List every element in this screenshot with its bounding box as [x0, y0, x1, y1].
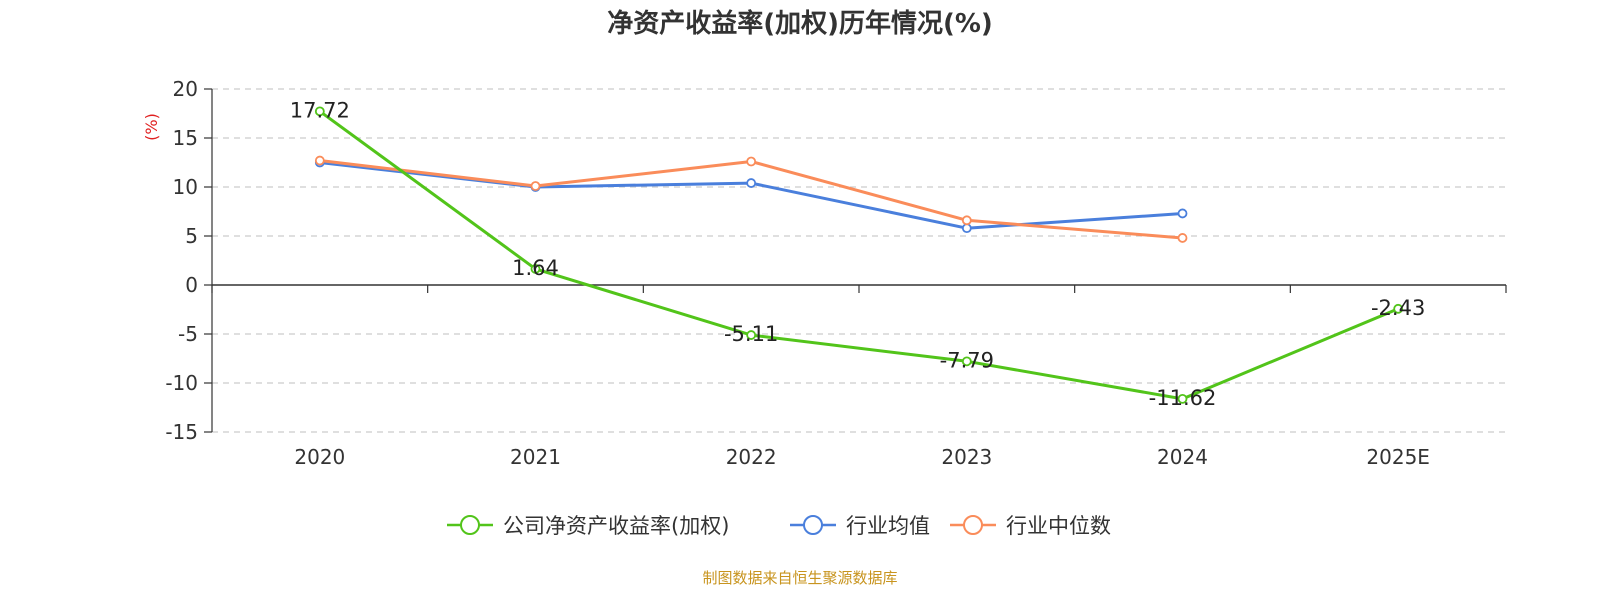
- y-tick-label: 15: [173, 126, 198, 150]
- data-point: [530, 181, 541, 191]
- series-layer: [314, 106, 1404, 404]
- data-point: [1177, 208, 1188, 219]
- data-label: -5.11: [724, 322, 778, 346]
- x-tick-label: 2022: [726, 445, 777, 469]
- y-tick-label: 20: [173, 77, 198, 101]
- legend-marker: [460, 515, 480, 535]
- legend-label: 公司净资产收益率(加权): [503, 514, 729, 538]
- x-tick-label: 2023: [941, 445, 992, 469]
- source-note: 制图数据来自恒生聚源数据库: [702, 569, 897, 587]
- y-tick-label: -10: [165, 371, 198, 395]
- data-point: [1177, 233, 1188, 243]
- x-tick-label: 2025E: [1366, 445, 1430, 469]
- x-tick-label: 2024: [1157, 445, 1208, 469]
- data-label: -7.79: [940, 348, 994, 372]
- y-tick-label: 0: [185, 273, 198, 297]
- legend-label: 行业均值: [846, 514, 930, 538]
- data-point: [746, 330, 757, 340]
- x-tick-labels: 2020 2021 2022 2023 2024 2025E: [294, 445, 1430, 469]
- data-point: [961, 223, 972, 234]
- data-point: [746, 178, 757, 188]
- legend-marker: [803, 515, 823, 535]
- legend-marker: [963, 515, 983, 535]
- data-label: 1.64: [512, 256, 559, 280]
- legend: 公司净资产收益率(加权) 行业均值 行业中位数: [447, 514, 1111, 538]
- y-tick-label: 5: [185, 224, 198, 248]
- data-label: -2.43: [1371, 296, 1425, 320]
- y-axis-label: (%): [142, 113, 161, 141]
- y-tick-label: -5: [178, 322, 198, 346]
- data-point: [1393, 303, 1404, 314]
- chart-title: 净资产收益率(加权)历年情况(%): [607, 8, 993, 39]
- axes: [204, 88, 1507, 433]
- x-tick-label: 2020: [294, 445, 345, 469]
- legend-label: 行业中位数: [1006, 514, 1111, 538]
- y-tick-label: 10: [173, 175, 198, 199]
- data-labels: 17.72 1.64 -5.11 -7.79 -11.62 -2.43: [290, 98, 1426, 410]
- data-point: [961, 356, 972, 367]
- series-line: [319, 159, 1183, 240]
- grid-lines: [212, 88, 1506, 433]
- series-line: [318, 110, 1399, 401]
- data-point: [314, 106, 325, 117]
- series-line: [319, 161, 1183, 230]
- data-point: [530, 264, 541, 274]
- data-point: [314, 155, 325, 166]
- y-tick-label: -15: [165, 420, 198, 444]
- data-point: [1177, 393, 1188, 404]
- data-label: 17.72: [290, 98, 350, 122]
- y-tick-labels: 20 15 10 5 0 -5 -10 -15: [165, 77, 198, 444]
- data-point: [746, 156, 757, 167]
- x-tick-label: 2021: [510, 445, 561, 469]
- data-point: [961, 215, 972, 226]
- data-label: -11.62: [1149, 386, 1217, 410]
